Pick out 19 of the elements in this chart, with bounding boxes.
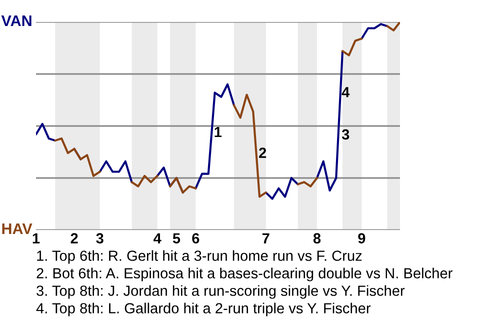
text: VAN [1,15,32,26]
x-tick-label: 6 [192,233,200,244]
text: 4. Top 8th: L. Gallardo hit a 2-run triple vs Y. Fischer [36,302,371,316]
annotation: 3 [342,129,350,140]
annotation: 2 [259,148,266,158]
x-tick-label: 1 [32,233,40,244]
x-tick-label: 4 [154,233,162,244]
x-tick-label: 2 [70,233,78,244]
x-tick-label: 8 [313,233,321,244]
x-tick-label: 5 [172,233,180,244]
x-tick-label: 7 [262,233,270,244]
text: 1. Top 6th: R. Gerlt hit a 3-run home run vs F. Cruz [37,250,362,264]
x-tick-label: 3 [96,233,104,244]
text: 2. Bot 6th: A. Espinosa hit a bases-clearing double vs N. Belcher [36,268,452,282]
x-tick-label: 9 [358,233,366,244]
annotation: 1 [214,127,222,138]
text: 3. Top 8th: J. Jordan hit a run-scoring single vs Y. Fischer [36,285,405,299]
text: HAV [2,223,32,234]
annotation: 4 [342,87,350,98]
